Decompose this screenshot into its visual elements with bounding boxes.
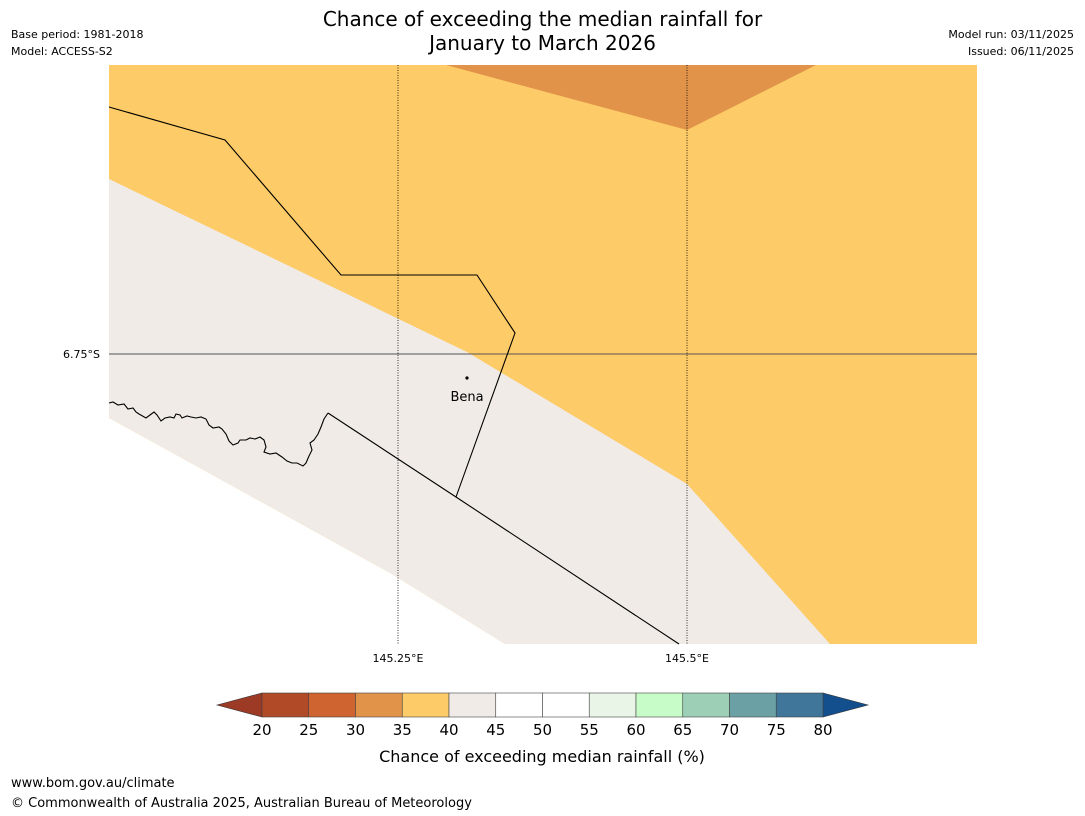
colorbar-bin bbox=[261, 692, 310, 718]
colorbar-bin bbox=[635, 692, 684, 718]
meta-left: Base period: 1981-2018 Model: ACCESS-S2 bbox=[11, 26, 143, 60]
colorbar-bin bbox=[401, 692, 450, 718]
model-name: Model: ACCESS-S2 bbox=[11, 45, 113, 58]
band-30-35 bbox=[446, 65, 816, 130]
town-label: Bena bbox=[450, 390, 483, 405]
colorbar-tick-label: 60 bbox=[626, 721, 645, 739]
colorbar-tick-label: 30 bbox=[346, 721, 365, 739]
colorbar-bin bbox=[308, 692, 356, 718]
colorbar-bin bbox=[495, 692, 543, 718]
title-line-2: January to March 2026 bbox=[429, 31, 656, 55]
colorbar-under-arrow bbox=[215, 692, 263, 718]
colorbar-bin bbox=[448, 692, 497, 718]
colorbar-bin bbox=[355, 692, 403, 718]
coastline bbox=[108, 401, 329, 467]
colorbar-tick-label: 20 bbox=[252, 721, 271, 739]
colorbar-tick-label: 50 bbox=[533, 721, 552, 739]
footer-url[interactable]: www.bom.gov.au/climate bbox=[11, 776, 175, 791]
lat-label: 6.75°S bbox=[63, 348, 100, 361]
colorbar-bin bbox=[682, 692, 730, 718]
colorbar: 20 25 30 35 40 45 50 55 60 65 70 75 80 bbox=[215, 692, 870, 739]
colorbar-bin bbox=[588, 692, 637, 718]
colorbar-tick-label: 40 bbox=[439, 721, 458, 739]
meta-right: Model run: 03/11/2025 Issued: 06/11/2025 bbox=[948, 26, 1074, 60]
colorbar-label: Chance of exceeding median rainfall (%) bbox=[379, 747, 705, 766]
colorbar-tick-label: 25 bbox=[299, 721, 318, 739]
lon-label-1: 145.25°E bbox=[373, 652, 424, 665]
province-boundary-south bbox=[327, 412, 680, 645]
band-45-55 bbox=[109, 418, 505, 644]
colorbar-tick-label: 75 bbox=[767, 721, 786, 739]
model-run: Model run: 03/11/2025 bbox=[948, 28, 1074, 41]
colorbar-bin bbox=[542, 692, 590, 718]
base-period: Base period: 1981-2018 bbox=[11, 28, 144, 41]
chart-title: Chance of exceeding the median rainfall … bbox=[0, 7, 1085, 55]
colorbar-tick-label: 70 bbox=[720, 721, 739, 739]
issued-date: Issued: 06/11/2025 bbox=[967, 45, 1074, 58]
colorbar-bin bbox=[729, 692, 777, 718]
colorbar-over-arrow bbox=[822, 692, 870, 718]
province-boundary-north bbox=[108, 106, 516, 498]
title-line-1: Chance of exceeding the median rainfall … bbox=[322, 7, 763, 31]
colorbar-tick-label: 55 bbox=[580, 721, 599, 739]
lon-label-2: 145.5°E bbox=[665, 652, 709, 665]
colorbar-bin bbox=[775, 692, 824, 718]
band-40-45 bbox=[109, 179, 830, 644]
colorbar-tick-label: 35 bbox=[393, 721, 412, 739]
colorbar-tick-label: 45 bbox=[486, 721, 505, 739]
footer-copyright: © Commonwealth of Australia 2025, Austra… bbox=[11, 796, 472, 811]
colorbar-tick-label: 80 bbox=[813, 721, 832, 739]
colorbar-tick-label: 65 bbox=[673, 721, 692, 739]
town-marker bbox=[465, 376, 469, 380]
